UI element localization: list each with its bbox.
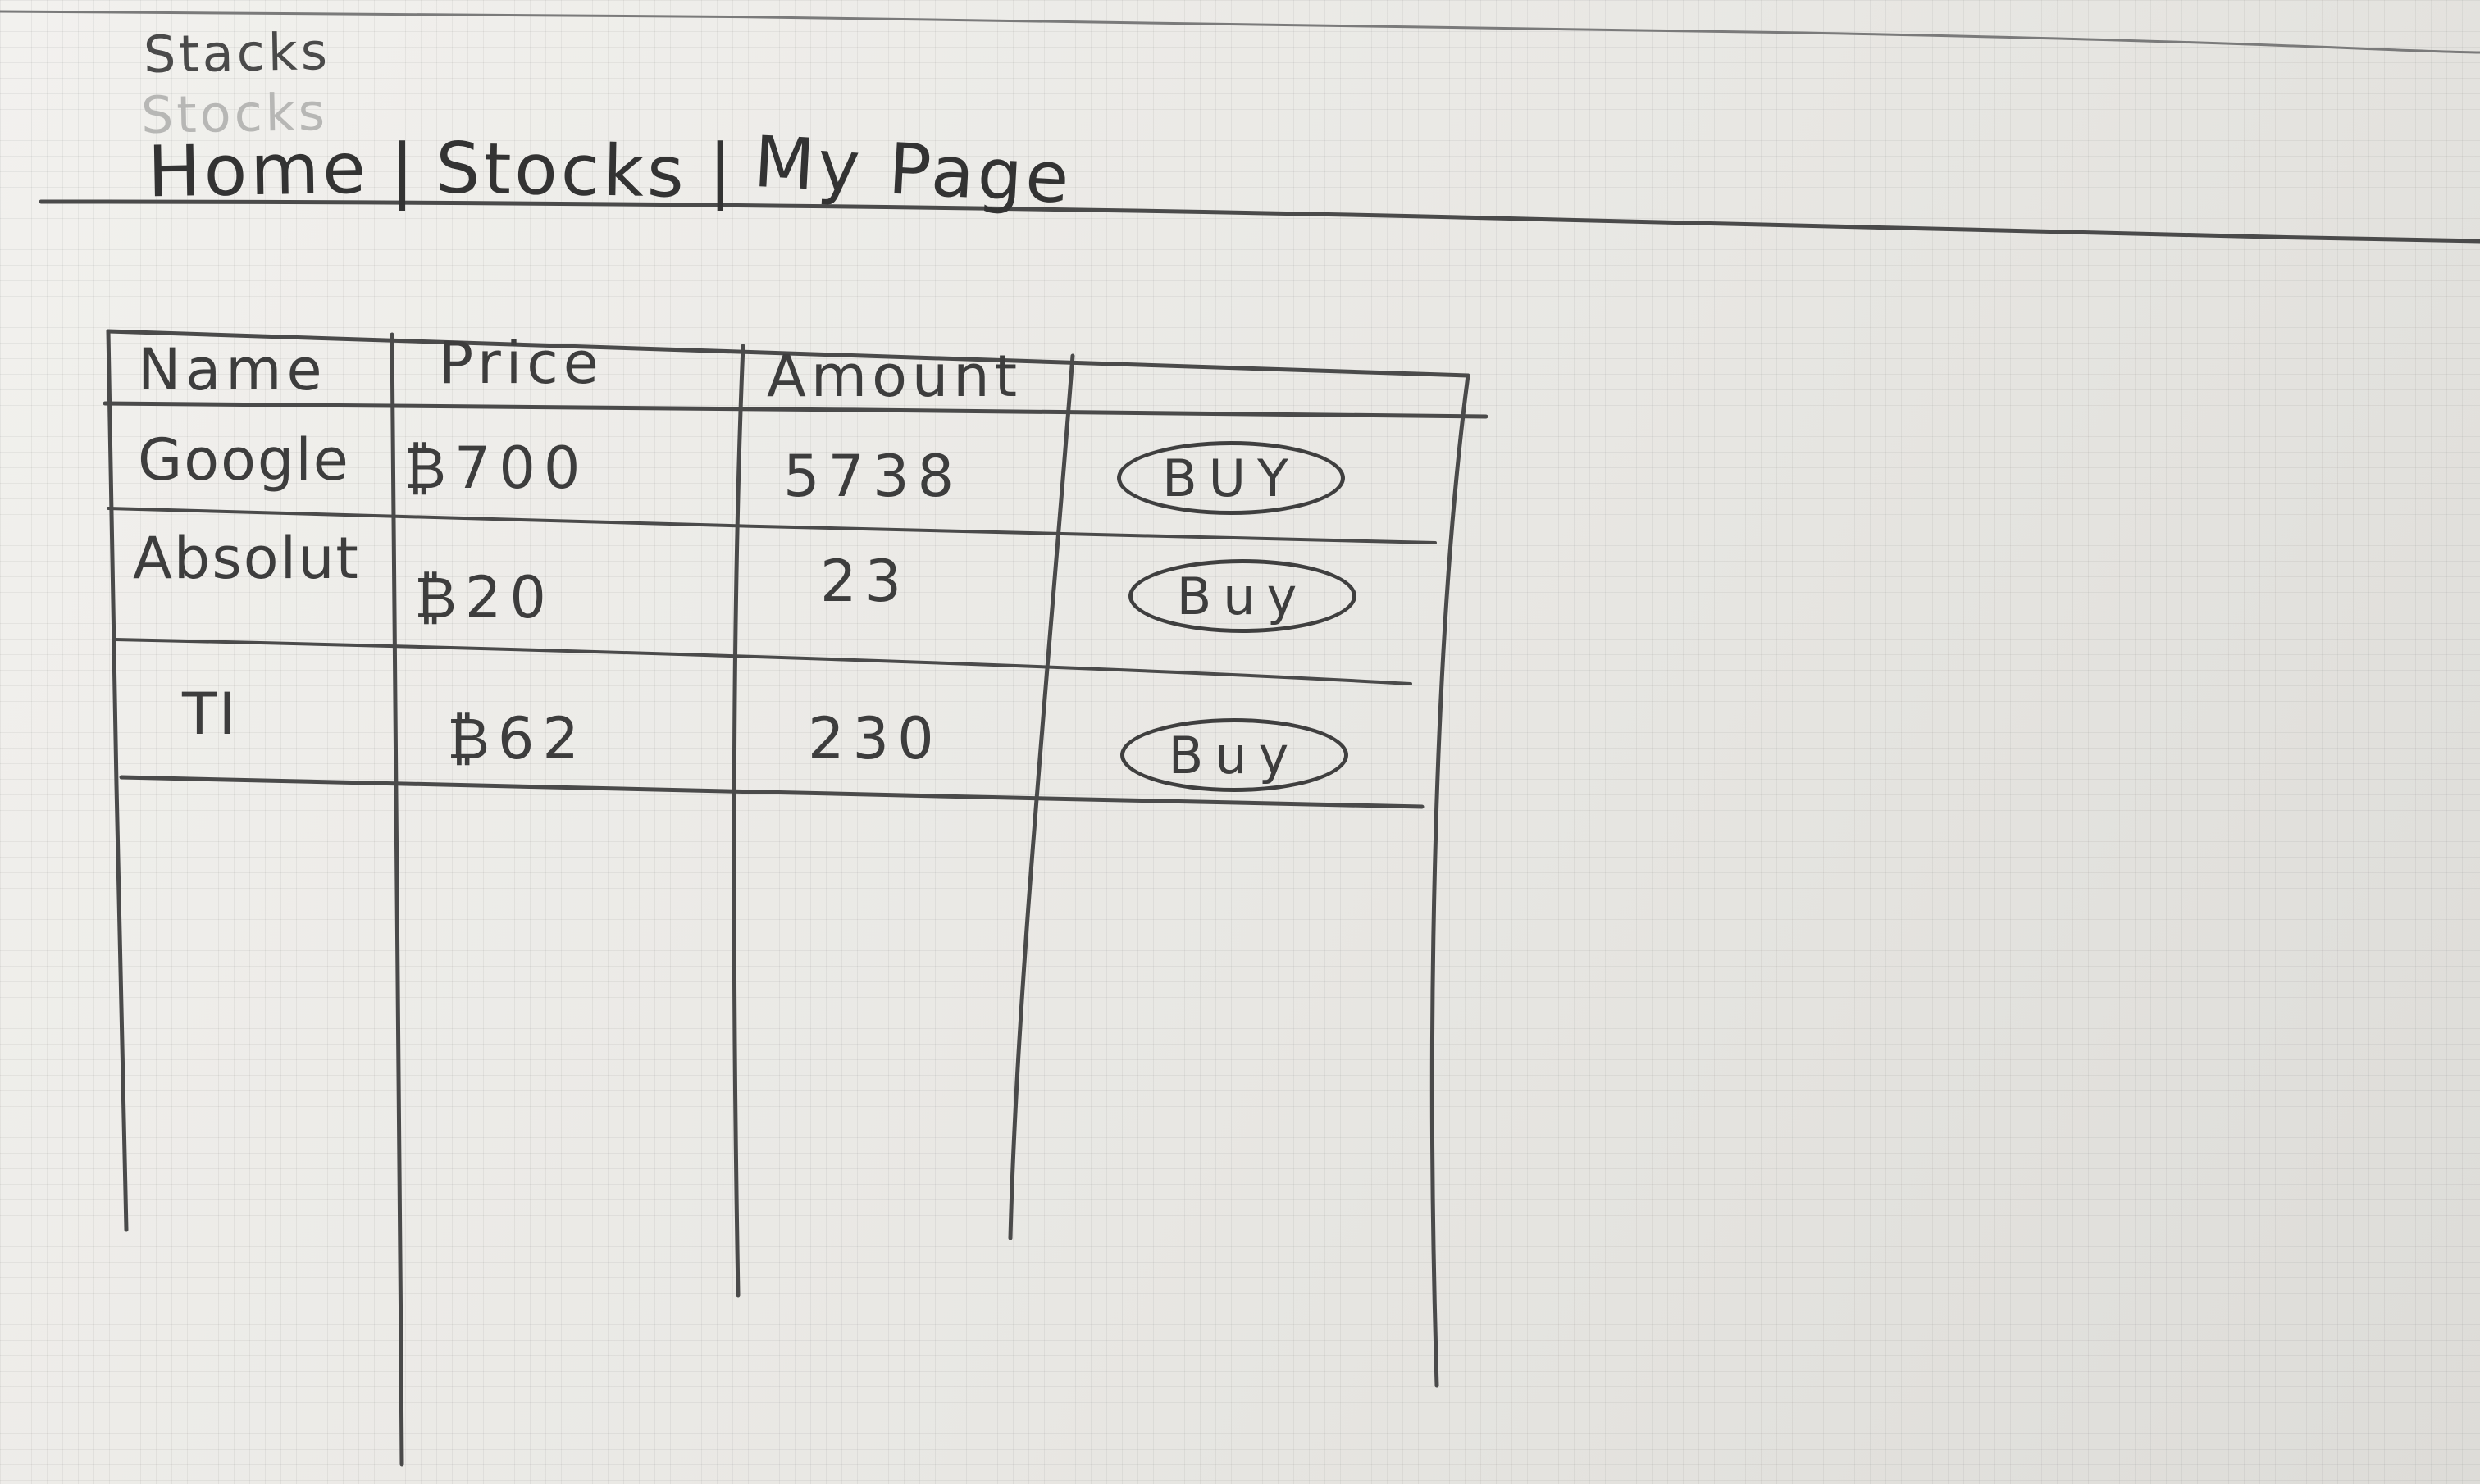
- cell-stock-name: Absolut: [133, 525, 360, 592]
- buy-button[interactable]: BUY: [1117, 441, 1345, 515]
- column-header-amount: Amount: [767, 343, 1023, 410]
- nav-separator: |: [708, 130, 732, 212]
- nav-item-home[interactable]: Home: [147, 127, 370, 214]
- cell-stock-price: ₿700: [403, 435, 589, 502]
- app-title: Stacks: [143, 21, 331, 84]
- nav-item-my-page[interactable]: My Page: [751, 121, 1074, 221]
- buy-button[interactable]: Buy: [1120, 718, 1348, 792]
- cell-stock-name: TI: [182, 681, 238, 748]
- nav-separator: |: [390, 130, 414, 212]
- cell-stock-price: ₿20: [414, 564, 554, 631]
- column-header-name: Name: [138, 336, 327, 403]
- cell-stock-price: ₿62: [447, 705, 587, 772]
- cell-stock-name: Google: [138, 426, 350, 494]
- cell-stock-amount: 5738: [783, 443, 963, 510]
- buy-button[interactable]: Buy: [1128, 559, 1356, 633]
- column-header-price: Price: [439, 330, 604, 397]
- cell-stock-amount: 230: [808, 705, 942, 772]
- main-nav: Home | Stocks | My Page: [147, 121, 1074, 220]
- nav-item-stocks[interactable]: Stocks: [435, 127, 688, 214]
- cell-stock-amount: 23: [820, 548, 910, 615]
